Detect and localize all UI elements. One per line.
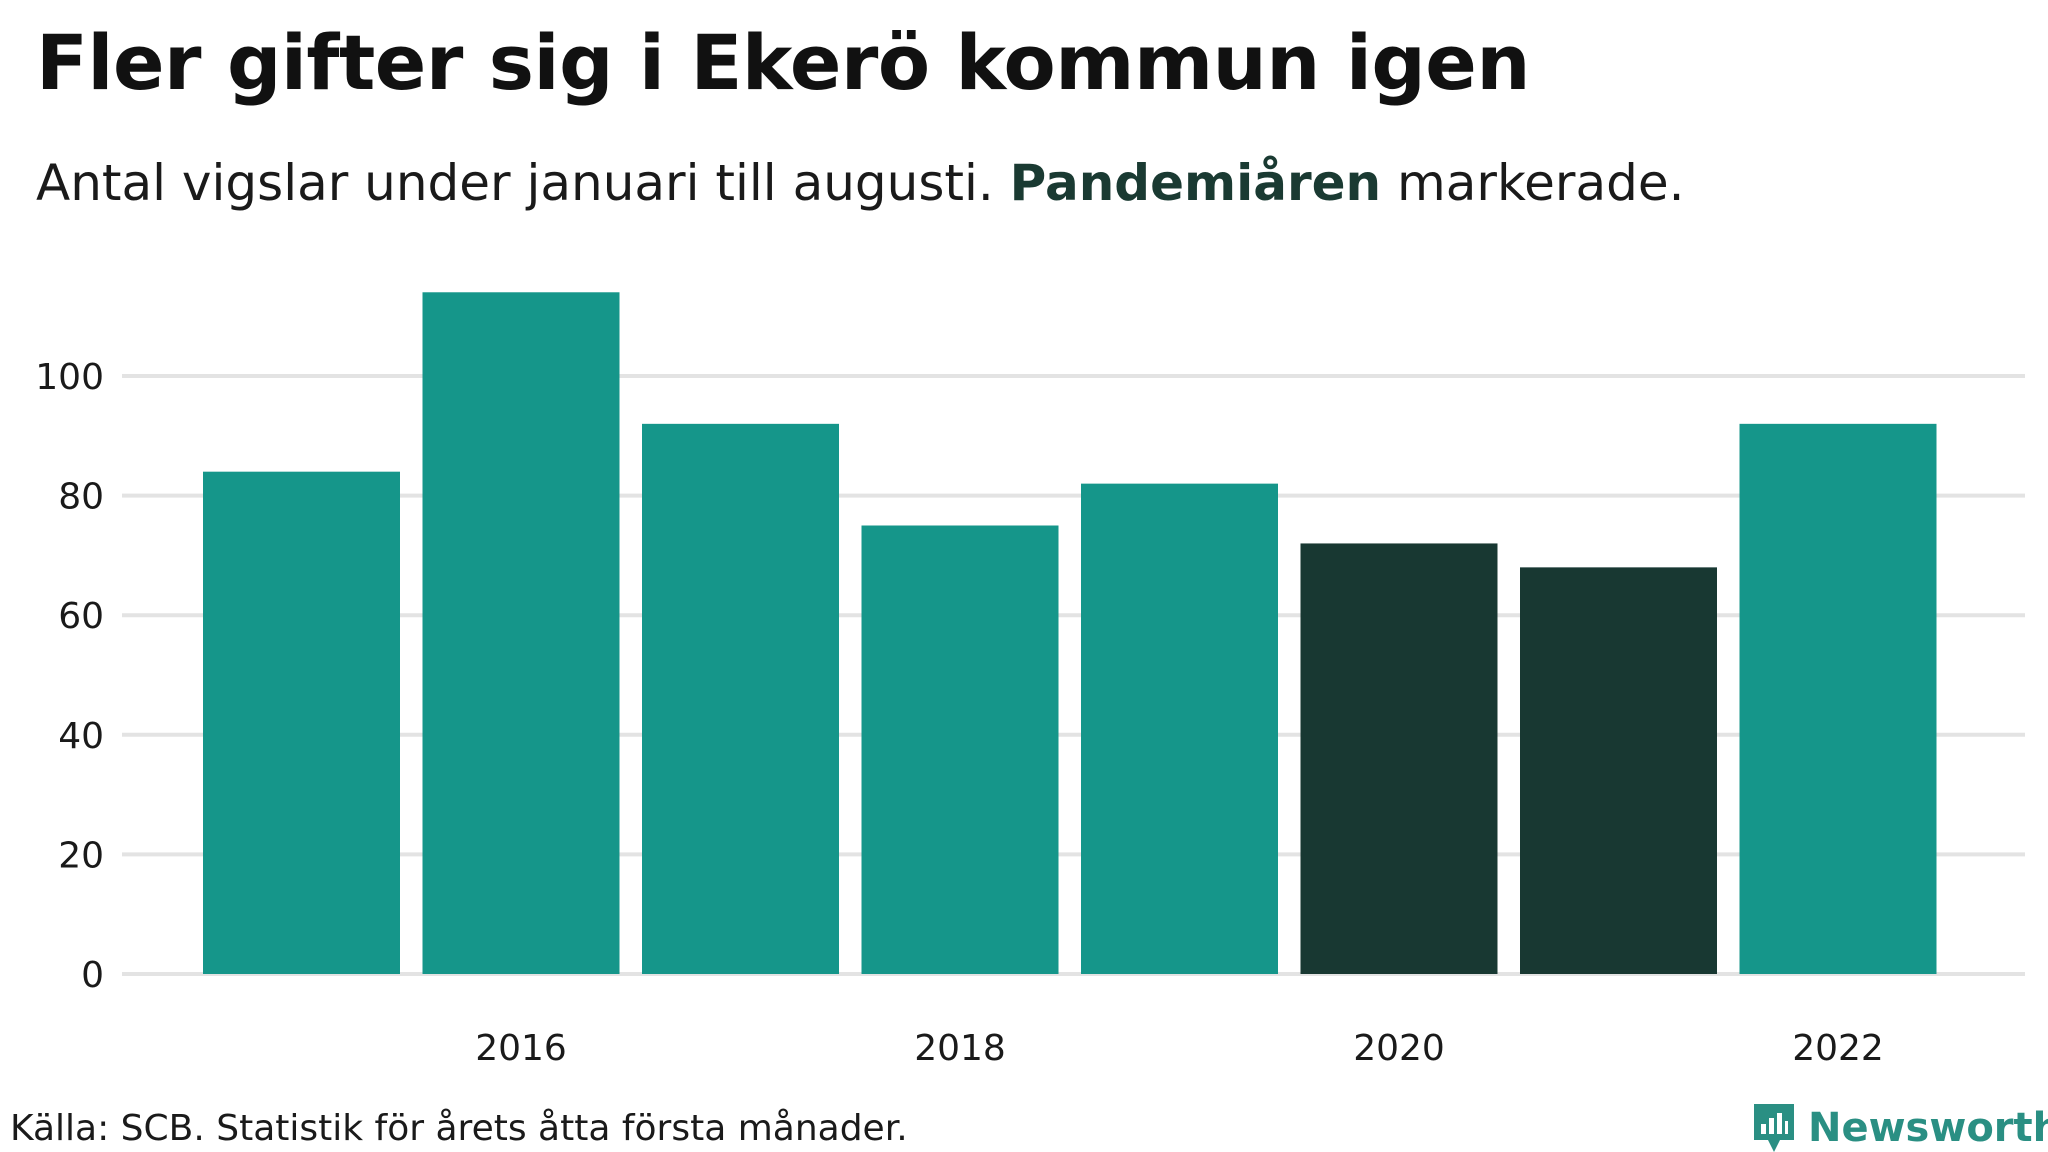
newsworthy-logo-icon xyxy=(1754,1104,1794,1152)
bar-2018 xyxy=(861,525,1059,974)
y-tick-label: 20 xyxy=(58,835,104,876)
y-tick-label: 0 xyxy=(81,955,104,996)
y-tick-label: 40 xyxy=(58,716,104,757)
chart-title: Fler gifter sig i Ekerö kommun igen xyxy=(36,18,1530,107)
brand-name: Newsworthy xyxy=(1808,1105,2048,1151)
y-tick-label: 60 xyxy=(58,596,104,637)
bar-2017 xyxy=(642,423,839,975)
bar-2016 xyxy=(422,292,620,974)
x-tick-label-2022: 2022 xyxy=(1792,1028,1884,1069)
y-axis-ticks: 0 20 40 60 80 100 xyxy=(35,357,104,996)
y-tick-label: 100 xyxy=(35,357,104,398)
bar-2020 xyxy=(1300,543,1498,974)
x-tick-label-2020: 2020 xyxy=(1353,1028,1445,1069)
newsworthy-logo: Newsworthy xyxy=(1750,1100,2048,1152)
subtitle-highlight-pandemic: Pandemiåren xyxy=(1009,154,1382,212)
subtitle-text: Antal vigslar under januari till augusti… xyxy=(36,154,1010,212)
bar-2015 xyxy=(203,471,400,974)
source-note: Källa: SCB. Statistik för årets åtta för… xyxy=(10,1108,908,1149)
y-tick-label: 80 xyxy=(58,477,104,518)
chart-subtitle: Antal vigslar under januari till augusti… xyxy=(36,154,1684,212)
bar-2021 xyxy=(1520,567,1717,974)
subtitle-text-end: markerade. xyxy=(1381,154,1685,212)
bar-2019 xyxy=(1081,483,1278,974)
bar-2022 xyxy=(1739,423,1937,975)
x-axis-ticks: 2016 2018 2020 2022 xyxy=(475,1028,1884,1069)
x-tick-label-2018: 2018 xyxy=(914,1028,1006,1069)
x-tick-label-2016: 2016 xyxy=(475,1028,567,1069)
bars xyxy=(203,292,1937,975)
